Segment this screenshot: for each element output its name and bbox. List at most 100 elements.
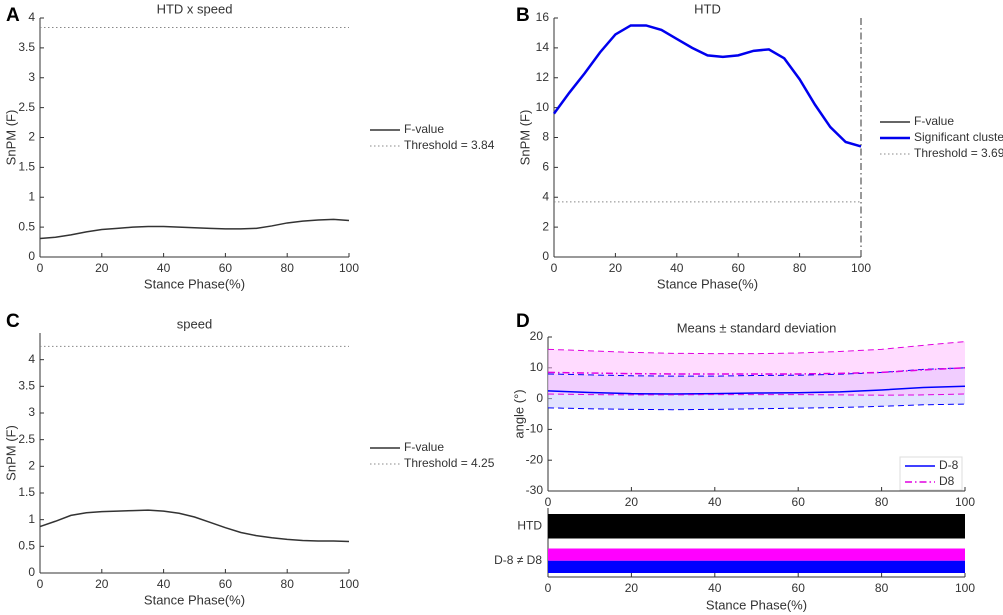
x-tick-label: 60	[732, 261, 746, 275]
y-tick-label: 1.5	[18, 160, 35, 174]
x-tick-label: 40	[157, 261, 171, 275]
y-tick-label: 0	[542, 249, 549, 263]
x-tick-label: 80	[281, 577, 295, 591]
y-tick-label: 4	[542, 189, 549, 203]
x-tick-label: 0	[545, 581, 552, 595]
y-tick-label: 2.5	[18, 100, 35, 114]
x-tick-label: 60	[792, 495, 806, 509]
y-axis-label: angle (°)	[511, 389, 526, 438]
x-tick-label: 80	[875, 581, 889, 595]
x-tick-label: 40	[670, 261, 684, 275]
x-tick-label: 20	[95, 577, 109, 591]
x-tick-label: 20	[625, 581, 639, 595]
x-axis-label: Stance Phase(%)	[144, 592, 245, 607]
x-tick-label: 80	[875, 495, 889, 509]
y-tick-label: 14	[536, 40, 550, 54]
y-tick-label: 3.5	[18, 40, 35, 54]
legend-label: D-8	[939, 458, 959, 472]
panel-label: D	[516, 311, 530, 332]
y-axis-label: SnPM (F)	[3, 425, 18, 481]
y-axis-label: SnPM (F)	[3, 110, 18, 166]
x-tick-label: 100	[851, 261, 871, 275]
chart-title: speed	[177, 316, 212, 331]
panel-label: C	[6, 311, 20, 332]
sd-band	[548, 341, 965, 396]
y-tick-label: 16	[536, 10, 550, 24]
x-tick-label: 20	[625, 495, 639, 509]
y-tick-label: 6	[542, 160, 549, 174]
x-tick-label: 0	[37, 261, 44, 275]
x-tick-label: 60	[219, 261, 233, 275]
panel-label: A	[6, 5, 20, 26]
y-tick-label: 12	[536, 70, 550, 84]
y-tick-label: 2.5	[18, 432, 35, 446]
x-tick-label: 0	[545, 495, 552, 509]
y-tick-label: 2	[542, 219, 549, 233]
chart-title: HTD	[694, 1, 721, 16]
series-line	[547, 367, 966, 375]
y-tick-label: 0	[28, 565, 35, 579]
y-tick-label: 10	[530, 360, 544, 374]
y-tick-label: 0	[28, 249, 35, 263]
y-tick-label: 3	[28, 70, 35, 84]
y-tick-label: 3	[28, 405, 35, 419]
cluster-bar	[548, 514, 965, 539]
y-tick-label: 2	[28, 130, 35, 144]
x-tick-label: 40	[157, 577, 171, 591]
y-tick-label: 1	[28, 512, 35, 526]
legend-label: F-value	[404, 122, 444, 136]
x-tick-label: 100	[955, 495, 975, 509]
x-tick-label: 20	[609, 261, 623, 275]
cluster-bar	[548, 548, 965, 561]
panel-label: B	[516, 5, 530, 26]
y-tick-label: 0	[536, 391, 543, 405]
legend-label: Threshold = 4.25	[404, 456, 495, 470]
y-tick-label: 3.5	[18, 379, 35, 393]
legend-label: Threshold = 3.84	[404, 138, 495, 152]
x-tick-label: 0	[37, 577, 44, 591]
y-axis-label: SnPM (F)	[517, 110, 532, 166]
row-label: HTD	[517, 518, 542, 532]
y-tick-label: 2	[28, 459, 35, 473]
x-tick-label: 60	[219, 577, 233, 591]
series-line	[553, 24, 862, 148]
legend-label: Threshold = 3.69	[914, 146, 1003, 160]
legend-label: D8	[939, 474, 955, 488]
y-tick-label: -20	[526, 452, 544, 466]
y-tick-label: 10	[536, 100, 550, 114]
y-tick-label: 1	[28, 189, 35, 203]
series-line	[39, 218, 350, 240]
row-label: D-8 ≠ D8	[494, 553, 542, 567]
y-tick-label: 4	[28, 352, 35, 366]
legend-box	[899, 456, 963, 491]
x-tick-label: 20	[95, 261, 109, 275]
y-tick-label: 8	[542, 130, 549, 144]
y-tick-label: 0.5	[18, 539, 35, 553]
y-tick-label: -30	[526, 483, 544, 497]
legend-label: Significant cluster	[914, 130, 1003, 144]
y-tick-label: -10	[526, 422, 544, 436]
y-tick-label: 1.5	[18, 485, 35, 499]
x-axis-label: Stance Phase(%)	[657, 276, 758, 291]
x-axis-label: Stance Phase(%)	[144, 276, 245, 291]
x-tick-label: 100	[955, 581, 975, 595]
x-tick-label: 0	[551, 261, 558, 275]
x-axis-label: Stance Phase(%)	[706, 597, 807, 612]
chart-title: HTD x speed	[157, 1, 233, 16]
x-tick-label: 80	[281, 261, 295, 275]
chart-title: Means ± standard deviation	[677, 320, 837, 335]
x-tick-label: 100	[339, 577, 359, 591]
series-line	[547, 385, 966, 395]
x-tick-label: 100	[339, 261, 359, 275]
x-tick-label: 60	[792, 581, 806, 595]
x-tick-label: 80	[793, 261, 807, 275]
legend-label: F-value	[404, 440, 444, 454]
x-tick-label: 40	[708, 495, 722, 509]
cluster-bar	[548, 560, 965, 573]
y-tick-label: 0.5	[18, 219, 35, 233]
y-tick-label: 4	[28, 10, 35, 24]
series-line	[39, 509, 350, 543]
series-line	[552, 24, 862, 148]
x-tick-label: 40	[708, 581, 722, 595]
